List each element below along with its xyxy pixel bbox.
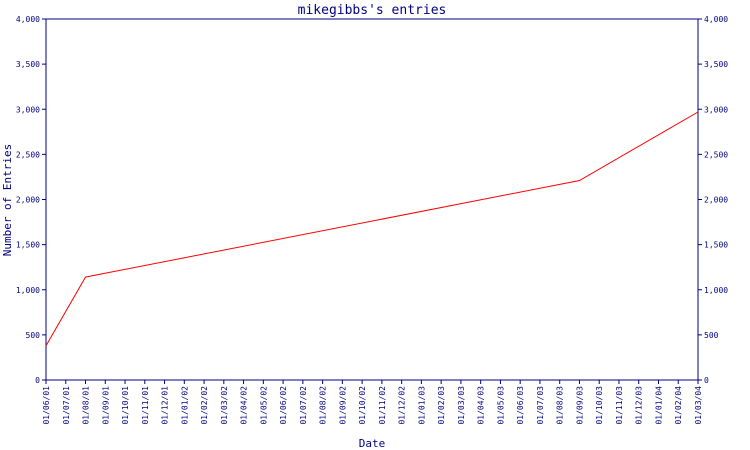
y-tick-label: 1,500 bbox=[16, 241, 40, 250]
y-tick-label-right: 3,000 bbox=[704, 105, 728, 114]
x-tick-label: 01/01/04 bbox=[654, 386, 663, 425]
y-tick-label-right: 4,000 bbox=[704, 15, 728, 24]
x-tick-label: 01/12/01 bbox=[161, 386, 170, 425]
x-tick-label: 01/03/02 bbox=[220, 386, 229, 425]
y-tick-label-right: 1,000 bbox=[704, 286, 728, 295]
y-tick-label: 500 bbox=[26, 331, 41, 340]
x-tick-label: 01/02/03 bbox=[437, 386, 446, 425]
y-tick-label-right: 500 bbox=[704, 331, 719, 340]
x-tick-label: 01/05/02 bbox=[259, 386, 268, 425]
chart-title: mikegibbs's entries bbox=[298, 3, 447, 18]
x-tick-label: 01/11/03 bbox=[615, 386, 624, 425]
x-tick-label: 01/07/01 bbox=[62, 386, 71, 425]
x-tick-label: 01/02/02 bbox=[200, 386, 209, 425]
x-tick-label: 01/10/03 bbox=[595, 386, 604, 425]
y-axis-left: 0 500 1,000 1,500 2,000 2,500 3,000 3,500 4,000 bbox=[16, 15, 46, 385]
y-tick-label-right: 2,500 bbox=[704, 150, 728, 159]
x-tick-label: 01/08/02 bbox=[319, 386, 328, 425]
x-axis-label: Date bbox=[359, 437, 386, 450]
x-tick-label: 01/03/04 bbox=[694, 386, 703, 425]
y-tick-label: 1,000 bbox=[16, 286, 40, 295]
x-tick-label: 01/12/02 bbox=[398, 386, 407, 425]
x-tick-label: 01/06/03 bbox=[516, 386, 525, 425]
x-tick-label: 01/09/02 bbox=[338, 386, 347, 425]
x-tick-label: 01/04/03 bbox=[477, 386, 486, 425]
x-tick-label: 01/08/03 bbox=[556, 386, 565, 425]
y-tick-label-right: 2,000 bbox=[704, 196, 728, 205]
x-tick-label: 01/01/03 bbox=[417, 386, 426, 425]
y-tick-label-right: 0 bbox=[704, 376, 709, 385]
y-tick-label-right: 3,500 bbox=[704, 60, 728, 69]
x-tick-label: 01/02/04 bbox=[674, 386, 683, 425]
y-tick-label: 2,000 bbox=[16, 196, 40, 205]
series-layer bbox=[45, 111, 699, 346]
x-tick-label: 01/01/02 bbox=[180, 386, 189, 425]
plot-area bbox=[45, 18, 699, 381]
y-tick-label: 0 bbox=[35, 376, 40, 385]
x-tick-label: 01/09/03 bbox=[575, 386, 584, 425]
x-tick-label: 01/12/03 bbox=[635, 386, 644, 425]
x-tick-label: 01/08/01 bbox=[82, 386, 91, 425]
x-tick-label: 01/10/02 bbox=[358, 386, 367, 425]
x-tick-label: 01/05/03 bbox=[496, 386, 505, 425]
x-tick-label: 01/07/03 bbox=[536, 386, 545, 425]
x-tick-label: 01/09/01 bbox=[101, 386, 110, 425]
y-axis-right: 0 500 1,000 1,500 2,000 2,500 3,000 3,500 4,000 bbox=[698, 15, 728, 385]
x-axis: 01/06/01 01/07/01 01/08/01 01/09/01 01/10/01… bbox=[42, 380, 703, 425]
x-tick-label: 01/07/02 bbox=[299, 386, 308, 425]
x-tick-label: 01/04/02 bbox=[240, 386, 249, 425]
y-tick-label: 3,500 bbox=[16, 60, 40, 69]
series-line bbox=[45, 111, 699, 346]
y-tick-label: 2,500 bbox=[16, 150, 40, 159]
y-axis-label: Number of Entries bbox=[1, 144, 14, 257]
x-tick-label: 01/11/02 bbox=[378, 386, 387, 425]
y-tick-label: 4,000 bbox=[16, 15, 40, 24]
x-tick-label: 01/11/01 bbox=[141, 386, 150, 425]
x-tick-label: 01/06/01 bbox=[42, 386, 51, 425]
y-tick-label-right: 1,500 bbox=[704, 241, 728, 250]
x-tick-label: 01/10/01 bbox=[121, 386, 130, 425]
y-tick-label: 3,000 bbox=[16, 105, 40, 114]
x-tick-label: 01/06/02 bbox=[279, 386, 288, 425]
x-tick-label: 01/03/03 bbox=[457, 386, 466, 425]
